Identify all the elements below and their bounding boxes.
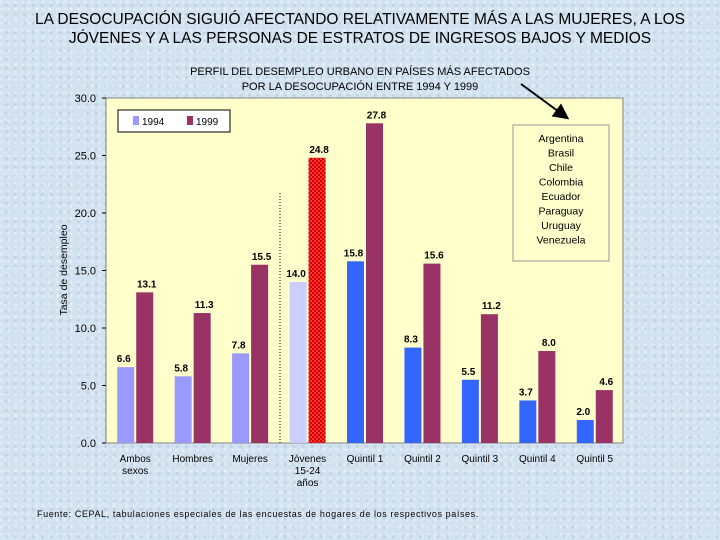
annotation-arrow	[520, 83, 570, 120]
data-label-1994: 8.3	[404, 335, 418, 346]
y-tick-label: 25.0	[75, 151, 96, 163]
bar-1999	[423, 263, 441, 443]
x-tick-label: Quintil 4	[519, 454, 556, 465]
page-title: LA DESOCUPACIÓN SIGUIÓ AFECTANDO RELATIV…	[0, 10, 720, 48]
y-tick-label: 10.0	[75, 323, 96, 335]
country-label: Brasil	[548, 148, 574, 160]
x-tick-label: años	[297, 478, 319, 489]
bar-1994	[404, 347, 422, 443]
countries-box	[512, 124, 610, 262]
data-label-1999: 8.0	[542, 338, 556, 349]
title-line-1: LA DESOCUPACIÓN SIGUIÓ AFECTANDO RELATIV…	[34, 11, 686, 28]
bar-1999	[193, 313, 211, 443]
bar-1994	[347, 261, 364, 443]
data-label-1999: 15.5	[252, 252, 272, 263]
chart-subtitle-line-1: PERFIL DEL DESEMPLEO URBANO EN PAÍSES MÁ…	[190, 65, 530, 78]
y-tick-label: 0.0	[81, 438, 96, 450]
data-label-1999: 15.6	[424, 251, 444, 262]
x-tick-label: Quintil 5	[576, 454, 613, 465]
bar-1994	[461, 379, 479, 443]
data-label-1999: 13.1	[137, 279, 157, 290]
x-tick-label: 15-24	[295, 466, 321, 477]
data-label-1999: 4.6	[599, 377, 613, 388]
bar-1999	[538, 351, 556, 443]
title-line-2: JÓVENES Y A LAS PERSONAS DE ESTRATOS DE …	[68, 30, 652, 47]
legend-swatch-1999	[187, 116, 193, 125]
bar-1994	[232, 353, 250, 443]
x-tick-label: Quintil 1	[347, 454, 384, 465]
bar-1994	[174, 376, 192, 443]
y-axis-label: Tasa de desempleo	[58, 224, 70, 315]
data-label-1994: 2.0	[576, 407, 590, 418]
country-label: Paraguay	[539, 206, 585, 218]
x-tick-label: Mujeres	[232, 454, 268, 465]
data-label-1994: 14.0	[286, 269, 306, 280]
data-label-1994: 7.8	[232, 340, 246, 351]
x-tick-label: Hombres	[172, 454, 213, 465]
legend-label-1994: 1994	[142, 117, 165, 128]
x-tick-label: Quintil 2	[404, 454, 441, 465]
x-tick-label: Ambos	[120, 454, 151, 465]
x-tick-label: sexos	[122, 466, 148, 477]
data-label-1994: 15.8	[344, 248, 364, 259]
data-label-1999: 11.2	[482, 301, 501, 312]
bar-1994	[289, 282, 307, 443]
bar-1999	[595, 390, 613, 443]
data-label-1999: 11.3	[195, 300, 214, 311]
data-label-1994: 5.8	[174, 363, 188, 374]
data-label-1994: 3.7	[519, 387, 533, 398]
legend-label-1999: 1999	[196, 117, 219, 128]
bar-1999	[308, 157, 326, 444]
y-tick-label: 20.0	[75, 208, 96, 220]
bar-1994	[519, 400, 537, 443]
x-tick-label: Jóvenes	[289, 454, 326, 465]
legend-box	[117, 109, 231, 133]
country-label: Ecuador	[541, 191, 581, 203]
source-note: Fuente: CEPAL, tabulaciones especiales d…	[37, 509, 479, 519]
country-label: Chile	[549, 162, 573, 174]
y-tick-label: 30.0	[75, 93, 96, 105]
data-label-1999: 24.8	[309, 145, 329, 156]
bar-1999	[366, 123, 383, 444]
data-label-1994: 6.6	[117, 354, 131, 365]
y-tick-label: 5.0	[81, 381, 96, 393]
country-label: Argentina	[539, 133, 584, 145]
legend-swatch-1994	[133, 116, 139, 125]
bar-1994	[117, 367, 135, 443]
bar-1999	[480, 314, 498, 443]
country-label: Venezuela	[536, 235, 585, 247]
chart-subtitle-line-2: POR LA DESOCUPACIÓN ENTRE 1994 Y 1999	[242, 80, 479, 93]
bar-1999	[136, 292, 154, 443]
data-label-1999: 27.8	[367, 110, 387, 121]
y-tick-label: 15.0	[75, 266, 96, 278]
bar-1994	[576, 420, 594, 443]
x-tick-label: Quintil 3	[462, 454, 499, 465]
country-label: Colombia	[539, 177, 584, 189]
bar-1999	[251, 264, 269, 443]
country-label: Uruguay	[541, 220, 581, 232]
data-label-1994: 5.5	[461, 367, 475, 378]
